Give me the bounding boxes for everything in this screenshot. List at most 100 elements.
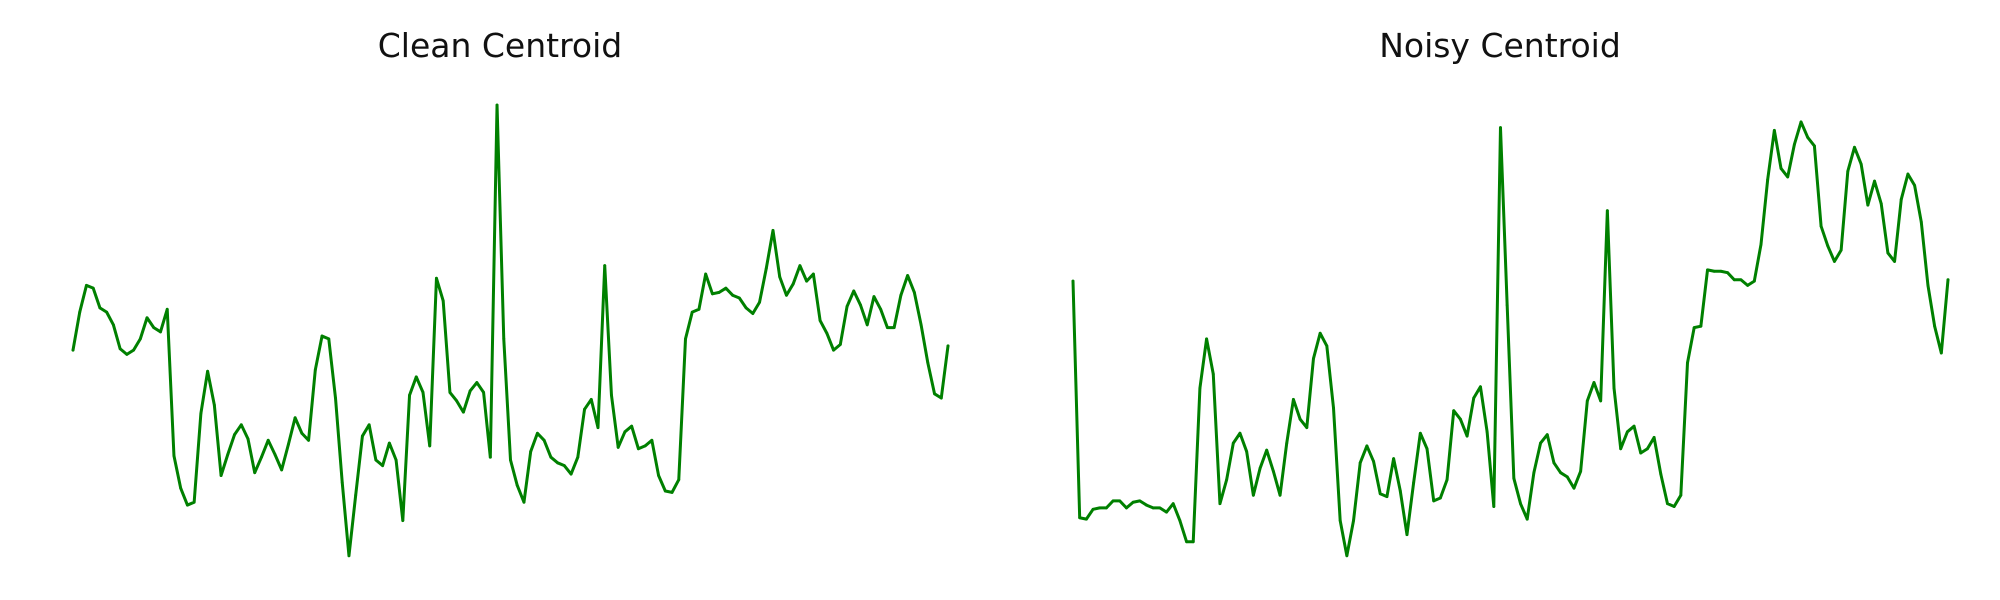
data-point — [515, 483, 519, 487]
data-point — [1151, 506, 1155, 510]
data-point — [933, 392, 936, 396]
data-point — [152, 326, 156, 330]
data-point — [334, 396, 337, 400]
data-point — [1585, 399, 1589, 403]
data-point — [1452, 409, 1456, 413]
data-point — [1392, 457, 1396, 460]
data-point — [818, 319, 822, 322]
data-point — [562, 464, 566, 468]
data-point — [1799, 120, 1803, 124]
data-point — [1906, 172, 1910, 176]
data-point — [1746, 283, 1750, 287]
data-point — [1512, 476, 1516, 480]
data-point — [1893, 260, 1896, 263]
data-point — [1385, 495, 1389, 499]
series-line — [71, 103, 950, 558]
data-point — [78, 310, 82, 314]
data-point — [529, 450, 533, 453]
data-point — [186, 503, 189, 507]
data-point — [1358, 461, 1362, 465]
data-point — [387, 441, 391, 445]
chart-panel-noisy: Noisy Centroid — [1000, 0, 2000, 600]
data-point — [1338, 519, 1342, 522]
data-point — [105, 310, 109, 314]
data-point — [1639, 451, 1643, 455]
data-point — [1913, 183, 1916, 187]
data-point — [233, 433, 236, 437]
data-point — [859, 303, 862, 307]
data-point — [1098, 506, 1102, 510]
data-point — [630, 424, 634, 428]
data-point — [1726, 271, 1729, 275]
data-point — [1071, 279, 1075, 283]
data-point — [1592, 381, 1596, 384]
data-point — [461, 410, 465, 414]
data-point — [1091, 507, 1095, 511]
data-point — [1145, 503, 1148, 507]
data-point — [455, 399, 459, 403]
chart-title-clean: Clean Centroid — [377, 26, 623, 65]
data-point — [711, 292, 714, 296]
data-point — [401, 519, 405, 522]
data-point — [226, 452, 230, 456]
data-point — [536, 431, 539, 435]
data-point — [340, 481, 344, 484]
data-point — [798, 264, 802, 268]
data-point — [1652, 436, 1656, 439]
data-point — [1853, 145, 1856, 149]
data-point — [253, 471, 257, 475]
data-point — [1632, 424, 1636, 428]
data-point — [1198, 386, 1202, 390]
data-point — [731, 293, 735, 297]
data-point — [293, 416, 297, 420]
data-point — [1766, 178, 1770, 182]
data-point — [448, 390, 452, 394]
data-point — [482, 390, 485, 394]
data-point — [125, 352, 129, 356]
data-point — [320, 334, 324, 338]
data-point — [1579, 469, 1583, 473]
data-point — [1405, 533, 1409, 537]
data-point — [845, 305, 849, 308]
data-point — [1772, 129, 1776, 132]
data-point — [872, 295, 876, 299]
data-point — [374, 458, 378, 462]
data-point — [704, 272, 708, 276]
data-point — [1499, 126, 1502, 130]
data-point — [1472, 396, 1476, 400]
data-point — [1552, 461, 1556, 465]
data-point — [1171, 502, 1175, 506]
data-point — [1479, 385, 1482, 389]
data-point — [1646, 447, 1649, 451]
data-point — [1078, 516, 1082, 520]
data-point — [1505, 303, 1509, 307]
data-point — [1418, 431, 1422, 435]
data-point — [495, 103, 499, 107]
data-point — [428, 444, 432, 448]
data-point — [886, 326, 889, 330]
data-point — [192, 500, 196, 504]
data-point — [273, 452, 277, 456]
data-point — [441, 299, 445, 303]
data-point — [488, 455, 492, 459]
data-point — [1666, 502, 1669, 506]
data-point — [697, 307, 701, 311]
data-point — [1752, 279, 1756, 283]
data-point — [778, 275, 782, 279]
data-point — [1445, 478, 1449, 482]
data-point — [1866, 203, 1870, 207]
data-point — [421, 390, 425, 394]
data-point — [1412, 481, 1416, 484]
data-point — [71, 348, 75, 352]
data-point — [596, 426, 600, 430]
data-point — [758, 300, 761, 304]
data-point — [1111, 499, 1115, 503]
data-point — [542, 438, 546, 442]
data-point — [212, 403, 216, 407]
data-point — [165, 307, 169, 311]
data-point — [1605, 209, 1609, 213]
data-point — [690, 310, 694, 314]
data-point — [1519, 502, 1522, 506]
data-point — [1619, 447, 1623, 451]
data-point — [159, 330, 162, 334]
